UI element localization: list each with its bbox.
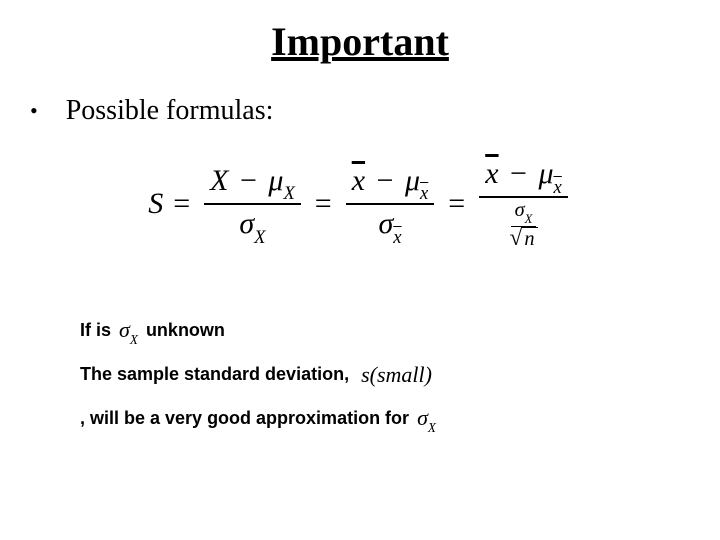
- formula-term-3: x − μx σX √ n: [479, 155, 568, 253]
- formula-lhs: S: [148, 187, 163, 221]
- line-1: If is σX unknown: [80, 313, 720, 348]
- formula-block: S = X − μX σX = x − μx: [0, 155, 720, 253]
- slide: Important • Possible formulas: S = X − μ…: [0, 0, 720, 540]
- sigma-x-icon: σX: [119, 313, 138, 348]
- line-3: , will be a very good approximation for …: [80, 401, 720, 436]
- equals-2: =: [315, 187, 332, 221]
- body-lines: If is σX unknown The sample standard dev…: [0, 313, 720, 436]
- bullet-marker: •: [30, 95, 38, 127]
- equals-3: =: [448, 187, 465, 221]
- line-2: The sample standard deviation, s(small): [80, 358, 720, 391]
- sigma-x-icon-2: σX: [417, 401, 436, 436]
- bullet-row: • Possible formulas:: [0, 95, 720, 127]
- bullet-text: Possible formulas:: [66, 95, 274, 127]
- s-small-label: s(small): [361, 358, 432, 391]
- formula-term-1: X − μX σX: [204, 162, 301, 246]
- formula-term-2: x − μx σx: [346, 162, 435, 246]
- formula: S = X − μX σX = x − μx: [148, 155, 572, 253]
- slide-title: Important: [0, 18, 720, 65]
- equals-1: =: [173, 187, 190, 221]
